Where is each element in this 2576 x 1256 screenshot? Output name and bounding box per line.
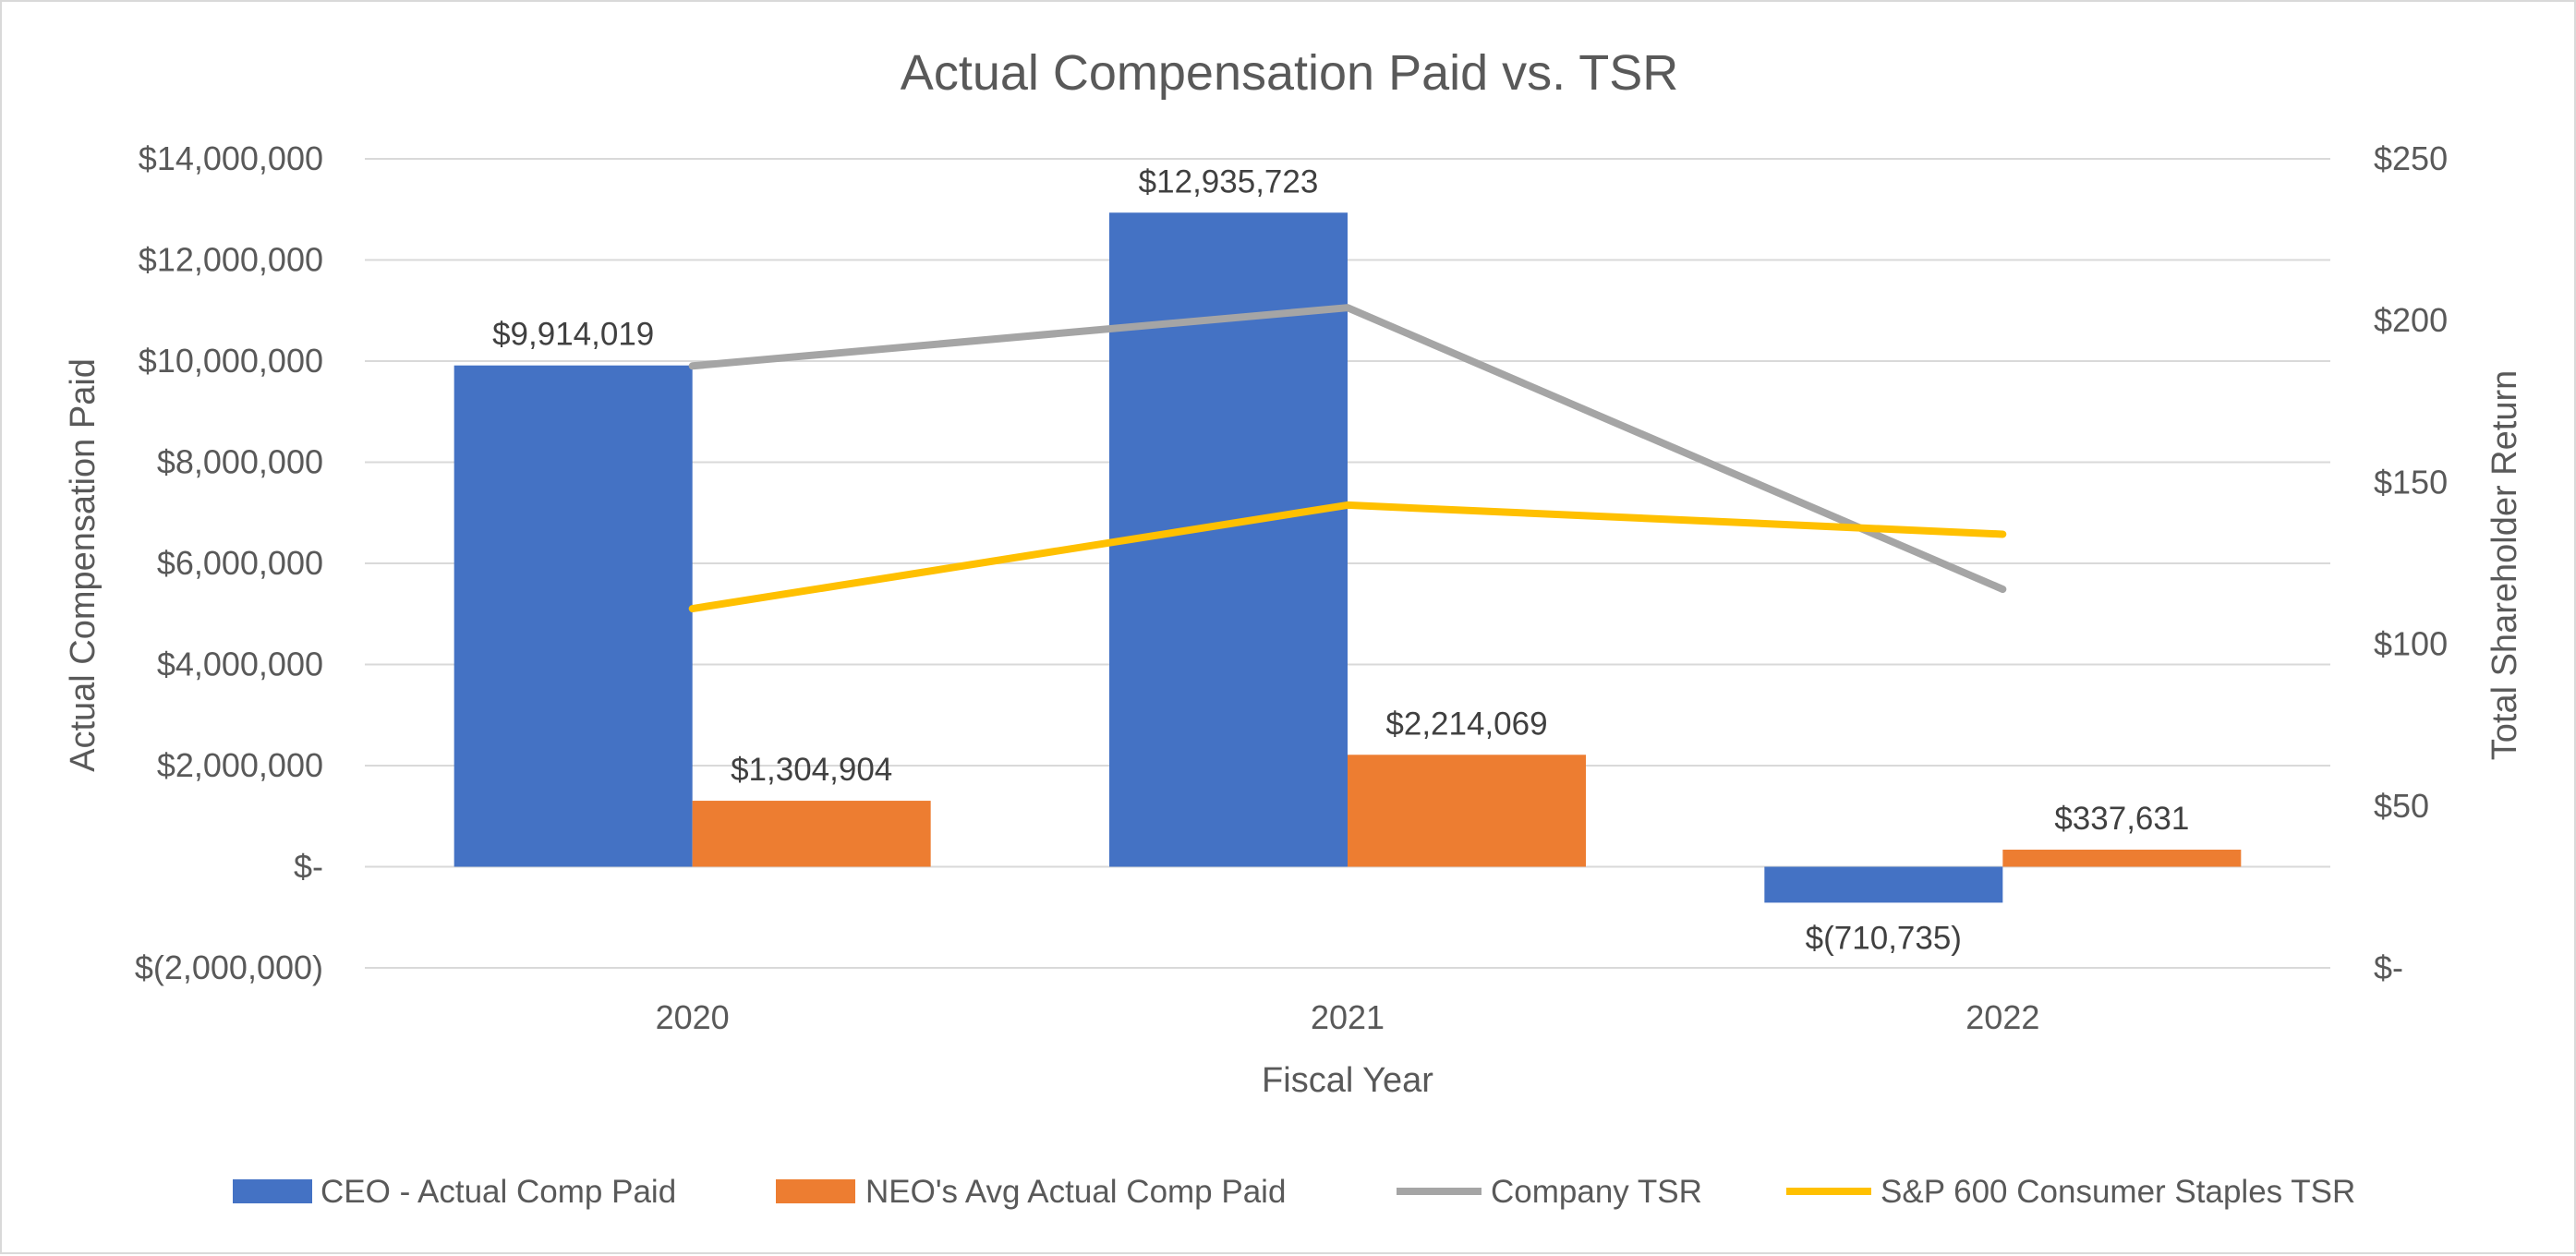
- legend-label: Company TSR: [1491, 1174, 1702, 1210]
- y2-axis-label: Total Shareholder Return: [2485, 370, 2524, 760]
- y-tick-label: $14,000,000: [139, 139, 323, 177]
- y2-tick-label: $100: [2374, 625, 2448, 663]
- legend-label: S&P 600 Consumer Staples TSR: [1881, 1174, 2355, 1210]
- data-label: $337,631: [2054, 801, 2189, 837]
- data-label: $9,914,019: [492, 317, 654, 353]
- y2-axis-ticks: $- $50 $100 $150 $200 $250: [2374, 139, 2448, 986]
- bar: [692, 801, 931, 867]
- y2-tick-label: $-: [2374, 948, 2403, 986]
- data-label: $1,304,904: [731, 752, 892, 788]
- y-tick-label: $6,000,000: [157, 544, 323, 582]
- legend-label: NEO's Avg Actual Comp Paid: [865, 1174, 1286, 1210]
- y-axis-label: Actual Compensation Paid: [64, 358, 103, 772]
- data-label: $(710,735): [1806, 920, 1962, 956]
- legend-label: CEO - Actual Comp Paid: [320, 1174, 676, 1210]
- bar: [454, 365, 693, 867]
- bar: [1348, 755, 1586, 867]
- legend: CEO - Actual Comp Paid NEO's Avg Actual C…: [233, 1174, 2355, 1210]
- y2-tick-label: $150: [2374, 463, 2448, 501]
- x-tick-label: 2022: [1965, 998, 2039, 1036]
- y-tick-label: $-: [294, 848, 323, 886]
- data-labels: $9,914,019 $12,935,723 $(710,735) $1,304,90…: [492, 163, 2189, 956]
- x-axis-label: Fiscal Year: [1262, 1061, 1433, 1100]
- y-tick-label: $12,000,000: [139, 241, 323, 279]
- data-label: $12,935,723: [1139, 163, 1319, 199]
- legend-swatch: [233, 1179, 312, 1203]
- y2-tick-label: $250: [2374, 139, 2448, 177]
- y-tick-label: $8,000,000: [157, 443, 323, 481]
- y-tick-label: $4,000,000: [157, 646, 323, 683]
- y2-tick-label: $200: [2374, 301, 2448, 339]
- bar: [2002, 850, 2242, 867]
- bar: [1764, 866, 2003, 903]
- bar-series: [454, 212, 2242, 903]
- legend-swatch: [776, 1179, 855, 1203]
- x-tick-label: 2020: [656, 998, 730, 1036]
- series-line: [688, 304, 2007, 594]
- data-label: $2,214,069: [1385, 706, 1547, 742]
- y-tick-label: $(2,000,000): [135, 948, 323, 986]
- line-series: [688, 304, 2007, 613]
- series-line: [688, 501, 2007, 613]
- x-tick-label: 2021: [1311, 998, 1385, 1036]
- y2-tick-label: $50: [2374, 787, 2429, 825]
- y-tick-label: $10,000,000: [139, 342, 323, 380]
- y-tick-label: $2,000,000: [157, 746, 323, 784]
- y-axis-ticks: $(2,000,000) $- $2,000,000 $4,000,000 $6,000…: [135, 139, 323, 986]
- chart-title: Actual Compensation Paid vs. TSR: [901, 45, 1678, 101]
- x-axis-ticks: 2020 2021 2022: [656, 998, 2040, 1036]
